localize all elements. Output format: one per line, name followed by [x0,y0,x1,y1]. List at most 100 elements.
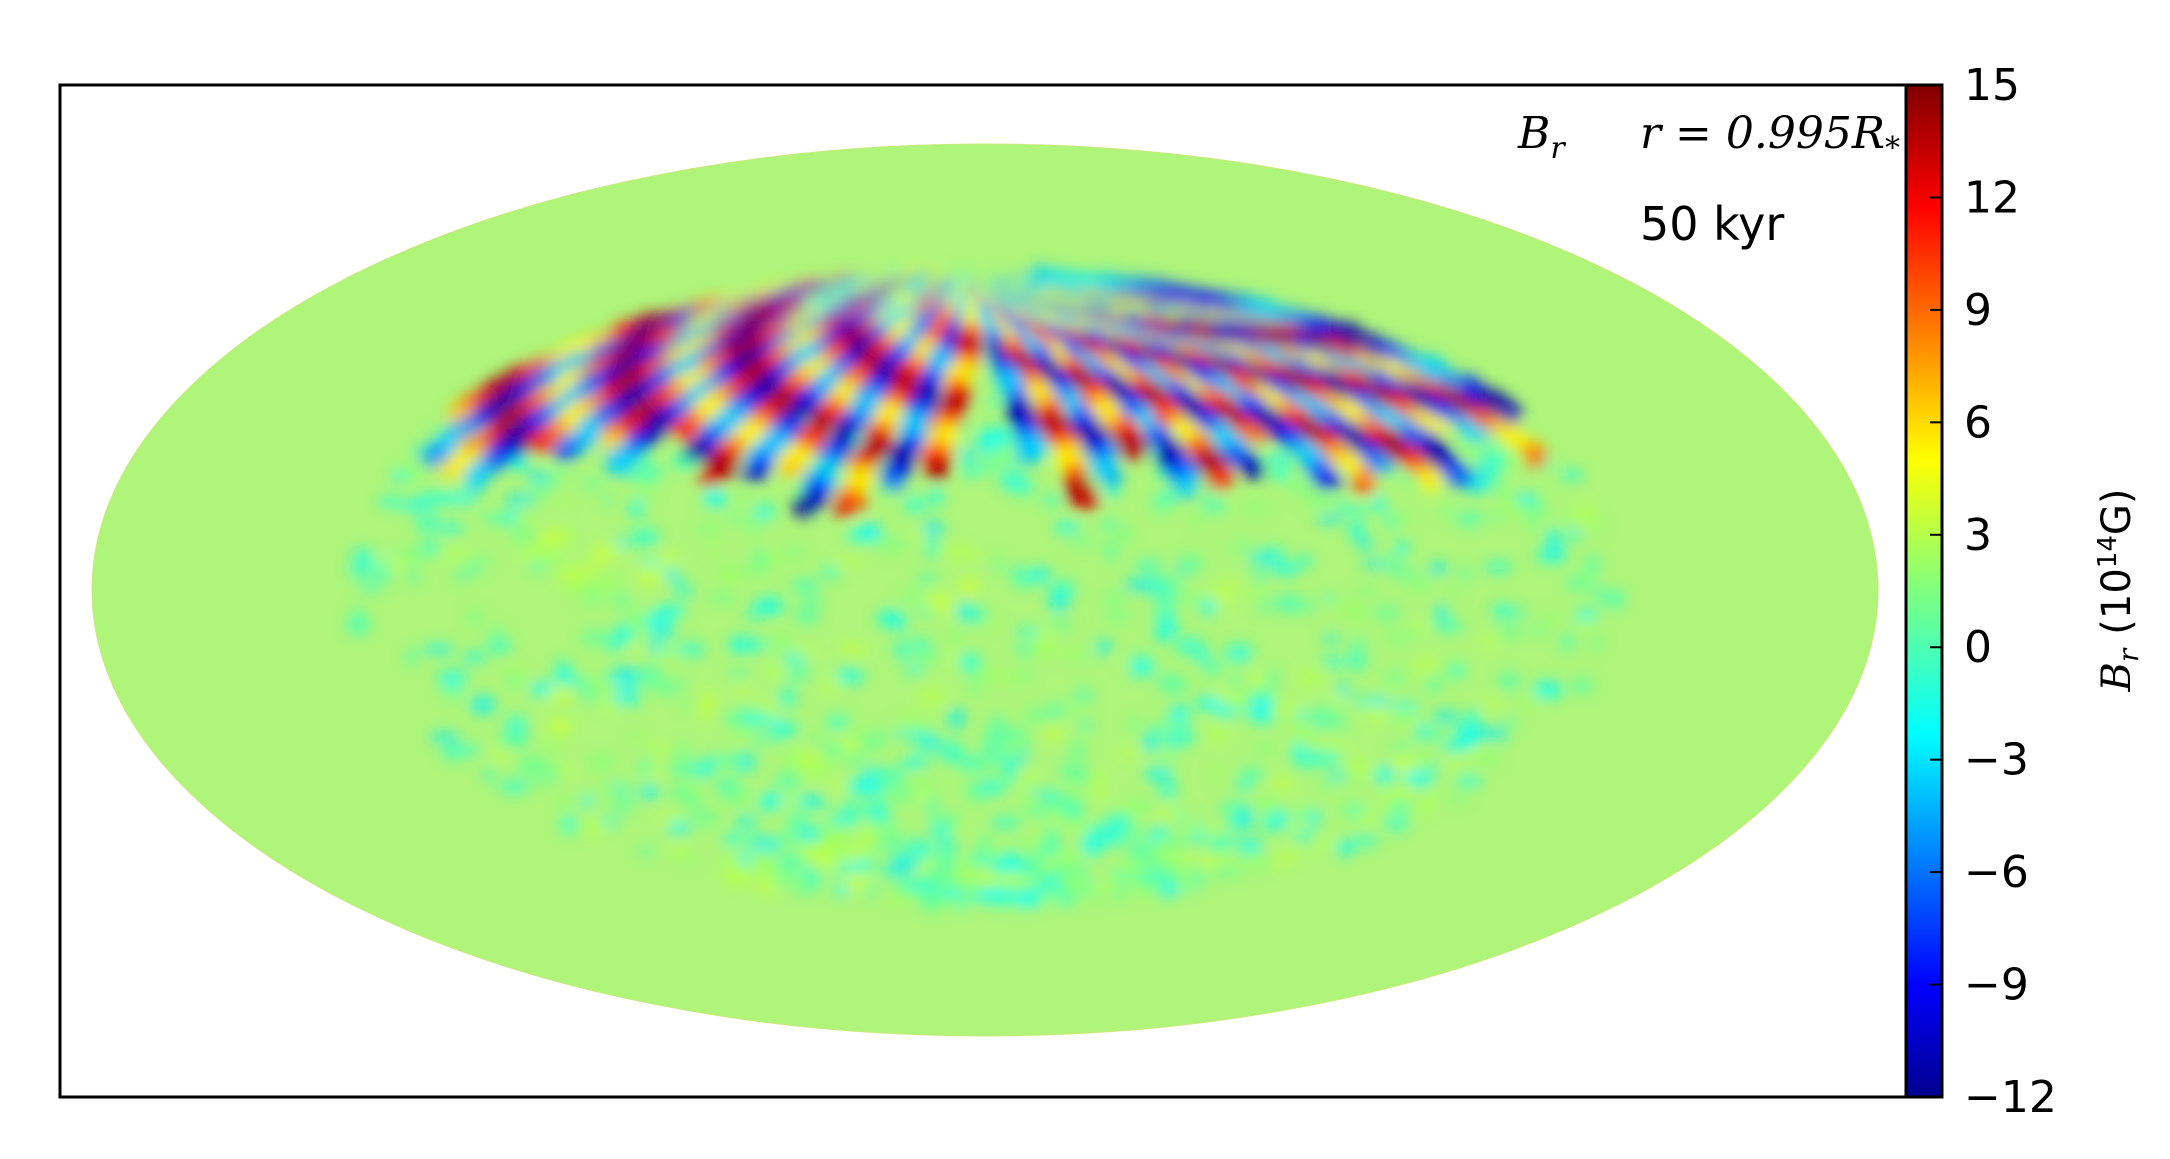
field-speckle [1415,798,1434,816]
field-speckle [744,830,761,844]
field-speckle [509,526,536,546]
field-speckle [441,743,465,761]
colorbar-tick-label: 6 [1964,397,1992,448]
field-speckle [1464,711,1482,721]
field-speckle [968,781,984,797]
field-speckle [1395,540,1409,556]
field-speckle [1434,619,1461,633]
field-band-spot [1102,466,1123,488]
field-speckle [794,753,825,765]
field-speckle [1290,728,1318,747]
field-speckle [629,529,661,546]
field-speckle [1351,834,1379,847]
field-speckle [592,543,620,563]
field-speckle [504,509,518,526]
field-speckle [1213,864,1229,879]
field-speckle [1602,589,1627,609]
field-speckle [838,801,865,820]
field-speckle [1370,494,1386,513]
field-speckle [612,590,630,610]
field-speckle [398,547,428,561]
field-speckle [990,815,1021,830]
field-band-spot [1079,271,1104,291]
field-speckle [1049,593,1069,613]
field-speckle [737,850,752,868]
field-speckle [1247,554,1278,565]
field-speckle [1154,605,1176,624]
field-speckle [1268,777,1295,790]
field-band-spot [1119,443,1147,461]
field-speckle [977,834,993,854]
field-speckle [581,818,605,835]
field-speckle [772,729,789,740]
field-speckle [356,582,386,592]
field-speckle [896,715,928,728]
field-speckle [1388,511,1415,523]
field-speckle [864,799,889,814]
field-speckle [863,884,878,897]
field-speckle [1391,798,1411,812]
field-speckle [668,759,698,778]
field-speckle [1058,871,1091,892]
field-speckle [1094,640,1113,654]
field-speckle [1117,524,1134,544]
field-speckle [956,602,975,621]
field-speckle [1164,492,1181,501]
field-speckle [929,487,943,506]
field-speckle [1215,691,1240,701]
field-speckle [673,677,687,690]
field-speckle [1351,698,1375,707]
field-speckle [1317,779,1333,790]
field-speckle [1168,704,1191,724]
field-speckle [526,777,544,789]
field-speckle [1151,825,1169,841]
field-speckle [1204,724,1229,743]
field-speckle [468,610,482,625]
field-speckle [872,843,886,856]
field-speckle [904,665,924,675]
colorbar-tick-label: 3 [1964,510,1992,561]
field-speckle [1252,798,1278,808]
field-speckle [1195,695,1224,711]
field-speckle [1394,788,1413,801]
field-speckle [1369,695,1392,707]
field-speckle [896,590,927,603]
field-map [92,144,1878,1036]
field-speckle [1456,510,1483,528]
field-speckle [1020,793,1035,808]
field-speckle [931,812,963,829]
field-band-spot [1062,270,1087,289]
field-speckle [817,853,839,872]
field-band-spot [779,459,805,479]
field-speckle [1073,687,1094,703]
field-speckle [850,526,881,542]
field-speckle [1501,502,1527,517]
field-band-spot [1175,475,1197,500]
field-speckle [1077,720,1094,729]
radius-label: r = 0.995R* [1640,108,1900,166]
field-speckle [827,719,848,731]
colorbar-tick-label: 9 [1964,285,1992,336]
field-speckle [993,445,1015,464]
field-speckle [1486,457,1505,478]
field-speckle [503,727,529,747]
field-speckle [1346,651,1368,671]
field-speckle [1206,588,1228,598]
field-speckle [1447,757,1460,771]
field-speckle [528,470,550,485]
field-speckle [463,652,486,663]
field-speckle [1020,769,1035,788]
field-speckle [1403,668,1419,678]
field-speckle [1238,767,1265,783]
colorbar-label: Br(1014G) [2093,488,2145,692]
field-speckle [1257,715,1276,725]
colorbar-ticks: 15 12 9 6 3 0 −3 −6 −9 −12 [1930,60,2057,1123]
field-speckle [1047,702,1067,718]
field-speckle [1351,503,1365,519]
field-speckle [922,520,944,539]
field-speckle [1026,787,1046,797]
field-speckle [622,469,655,482]
field-speckle [1198,599,1219,615]
field-speckle [821,677,840,692]
